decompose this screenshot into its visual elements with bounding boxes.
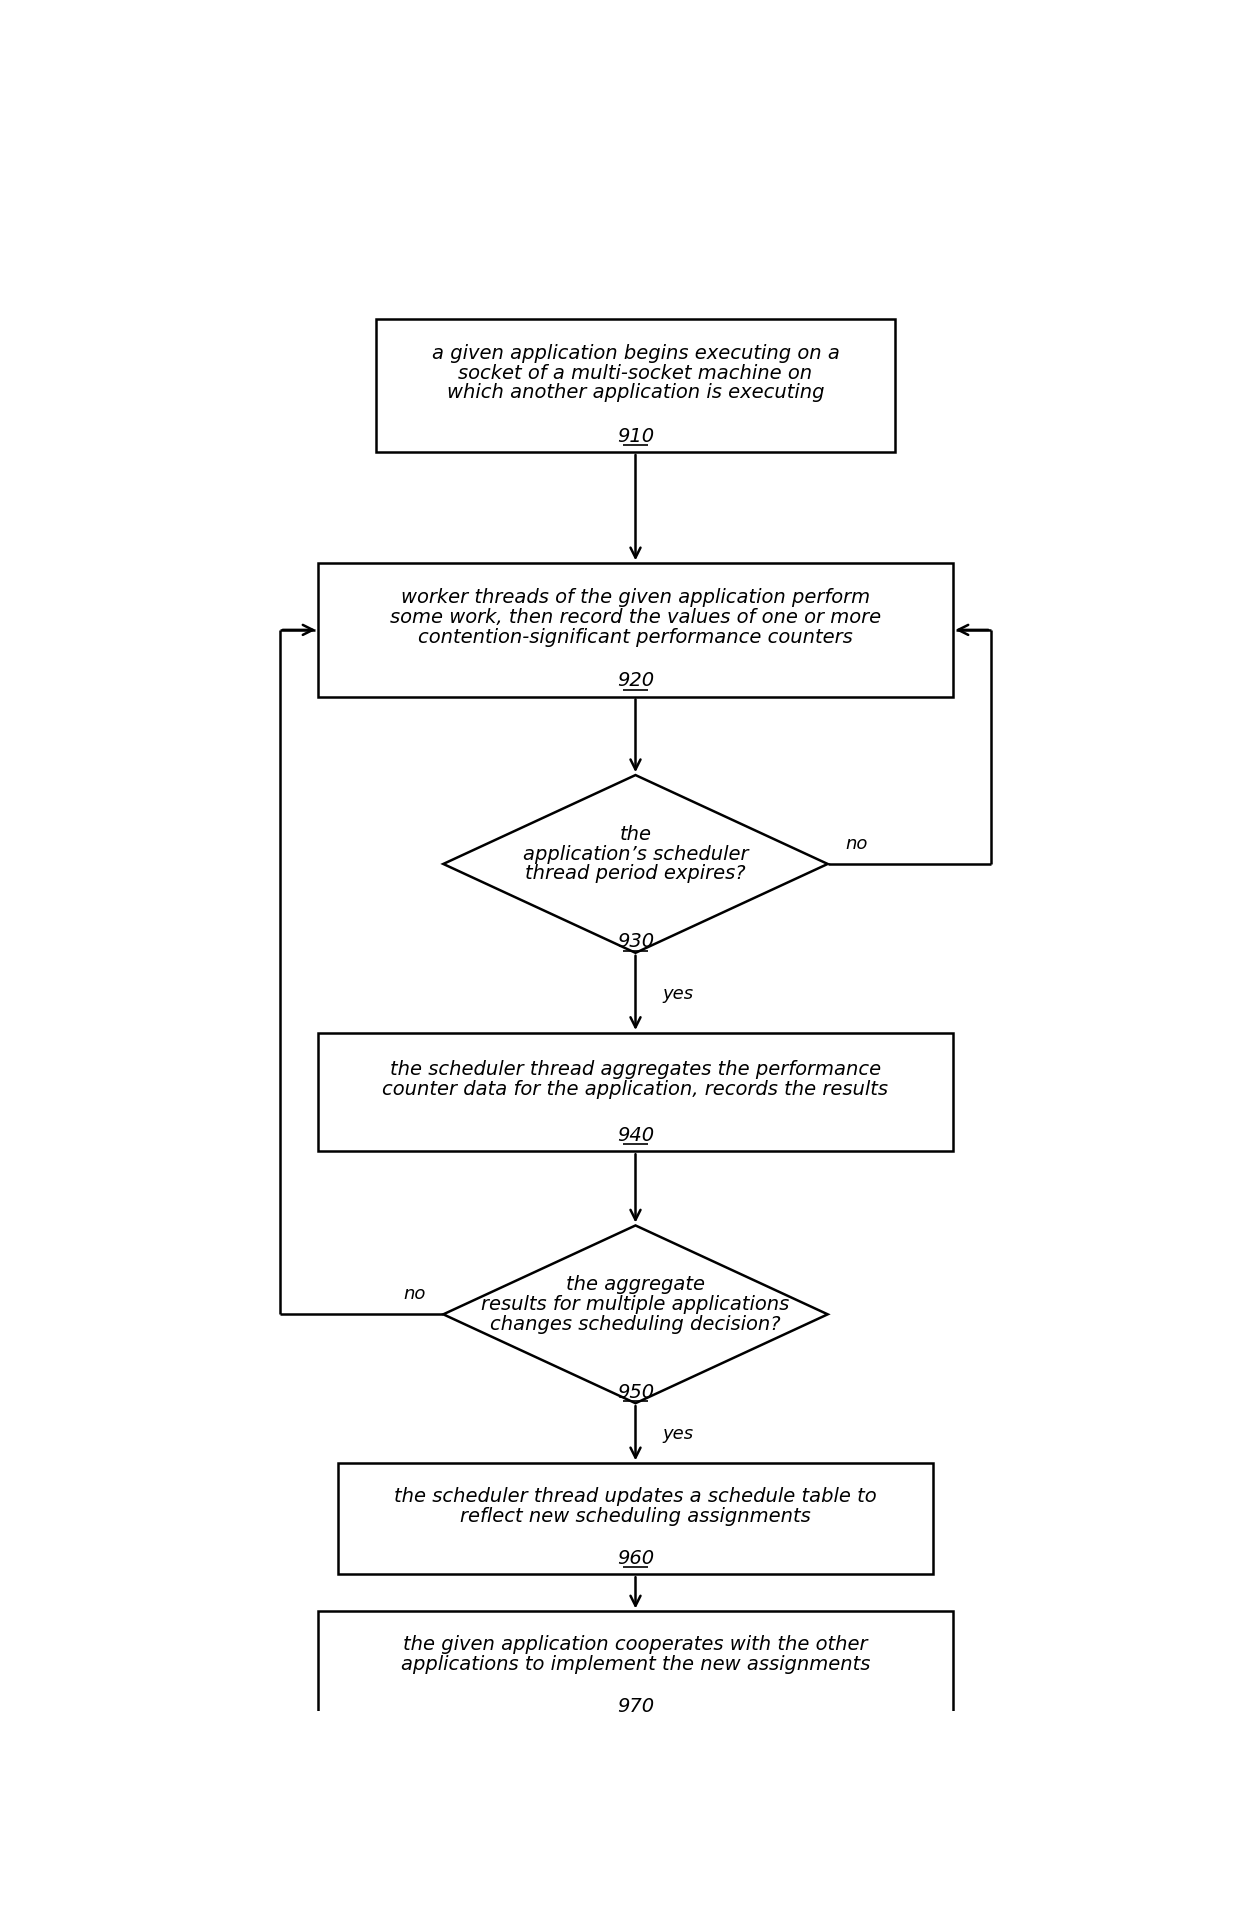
Text: no: no xyxy=(404,1285,427,1302)
Text: 910: 910 xyxy=(618,427,653,446)
Text: which another application is executing: which another application is executing xyxy=(446,383,825,402)
Text: contention-significant performance counters: contention-significant performance count… xyxy=(418,627,853,646)
Text: the scheduler thread aggregates the performance: the scheduler thread aggregates the perf… xyxy=(389,1060,882,1079)
Text: the: the xyxy=(620,825,651,844)
Bar xyxy=(376,319,895,454)
Text: 950: 950 xyxy=(618,1383,653,1402)
Text: yes: yes xyxy=(662,985,693,1002)
Text: the aggregate: the aggregate xyxy=(565,1275,706,1294)
Text: some work, then record the values of one or more: some work, then record the values of one… xyxy=(389,608,882,627)
Text: 930: 930 xyxy=(618,933,653,952)
Text: yes: yes xyxy=(662,1425,693,1442)
Text: 960: 960 xyxy=(618,1548,653,1567)
Text: socket of a multi-socket machine on: socket of a multi-socket machine on xyxy=(459,363,812,383)
Text: application’s scheduler: application’s scheduler xyxy=(523,844,748,863)
Text: the scheduler thread updates a schedule table to: the scheduler thread updates a schedule … xyxy=(394,1486,877,1506)
Bar xyxy=(319,1033,952,1152)
Text: thread period expires?: thread period expires? xyxy=(526,863,745,883)
Text: worker threads of the given application perform: worker threads of the given application … xyxy=(401,588,870,608)
Text: 940: 940 xyxy=(618,1125,653,1144)
Text: counter data for the application, records the results: counter data for the application, record… xyxy=(382,1079,889,1098)
Bar xyxy=(319,563,952,698)
Text: a given application begins executing on a: a given application begins executing on … xyxy=(432,344,839,363)
Text: results for multiple applications: results for multiple applications xyxy=(481,1294,790,1313)
Text: applications to implement the new assignments: applications to implement the new assign… xyxy=(401,1654,870,1673)
Text: 970: 970 xyxy=(618,1696,653,1715)
Text: the given application cooperates with the other: the given application cooperates with th… xyxy=(403,1635,868,1654)
Text: 920: 920 xyxy=(618,671,653,690)
Bar xyxy=(337,1463,934,1575)
Polygon shape xyxy=(444,775,828,954)
Polygon shape xyxy=(444,1225,828,1404)
Text: no: no xyxy=(844,835,867,852)
Text: reflect new scheduling assignments: reflect new scheduling assignments xyxy=(460,1506,811,1525)
Text: changes scheduling decision?: changes scheduling decision? xyxy=(490,1313,781,1333)
Bar xyxy=(319,1611,952,1723)
